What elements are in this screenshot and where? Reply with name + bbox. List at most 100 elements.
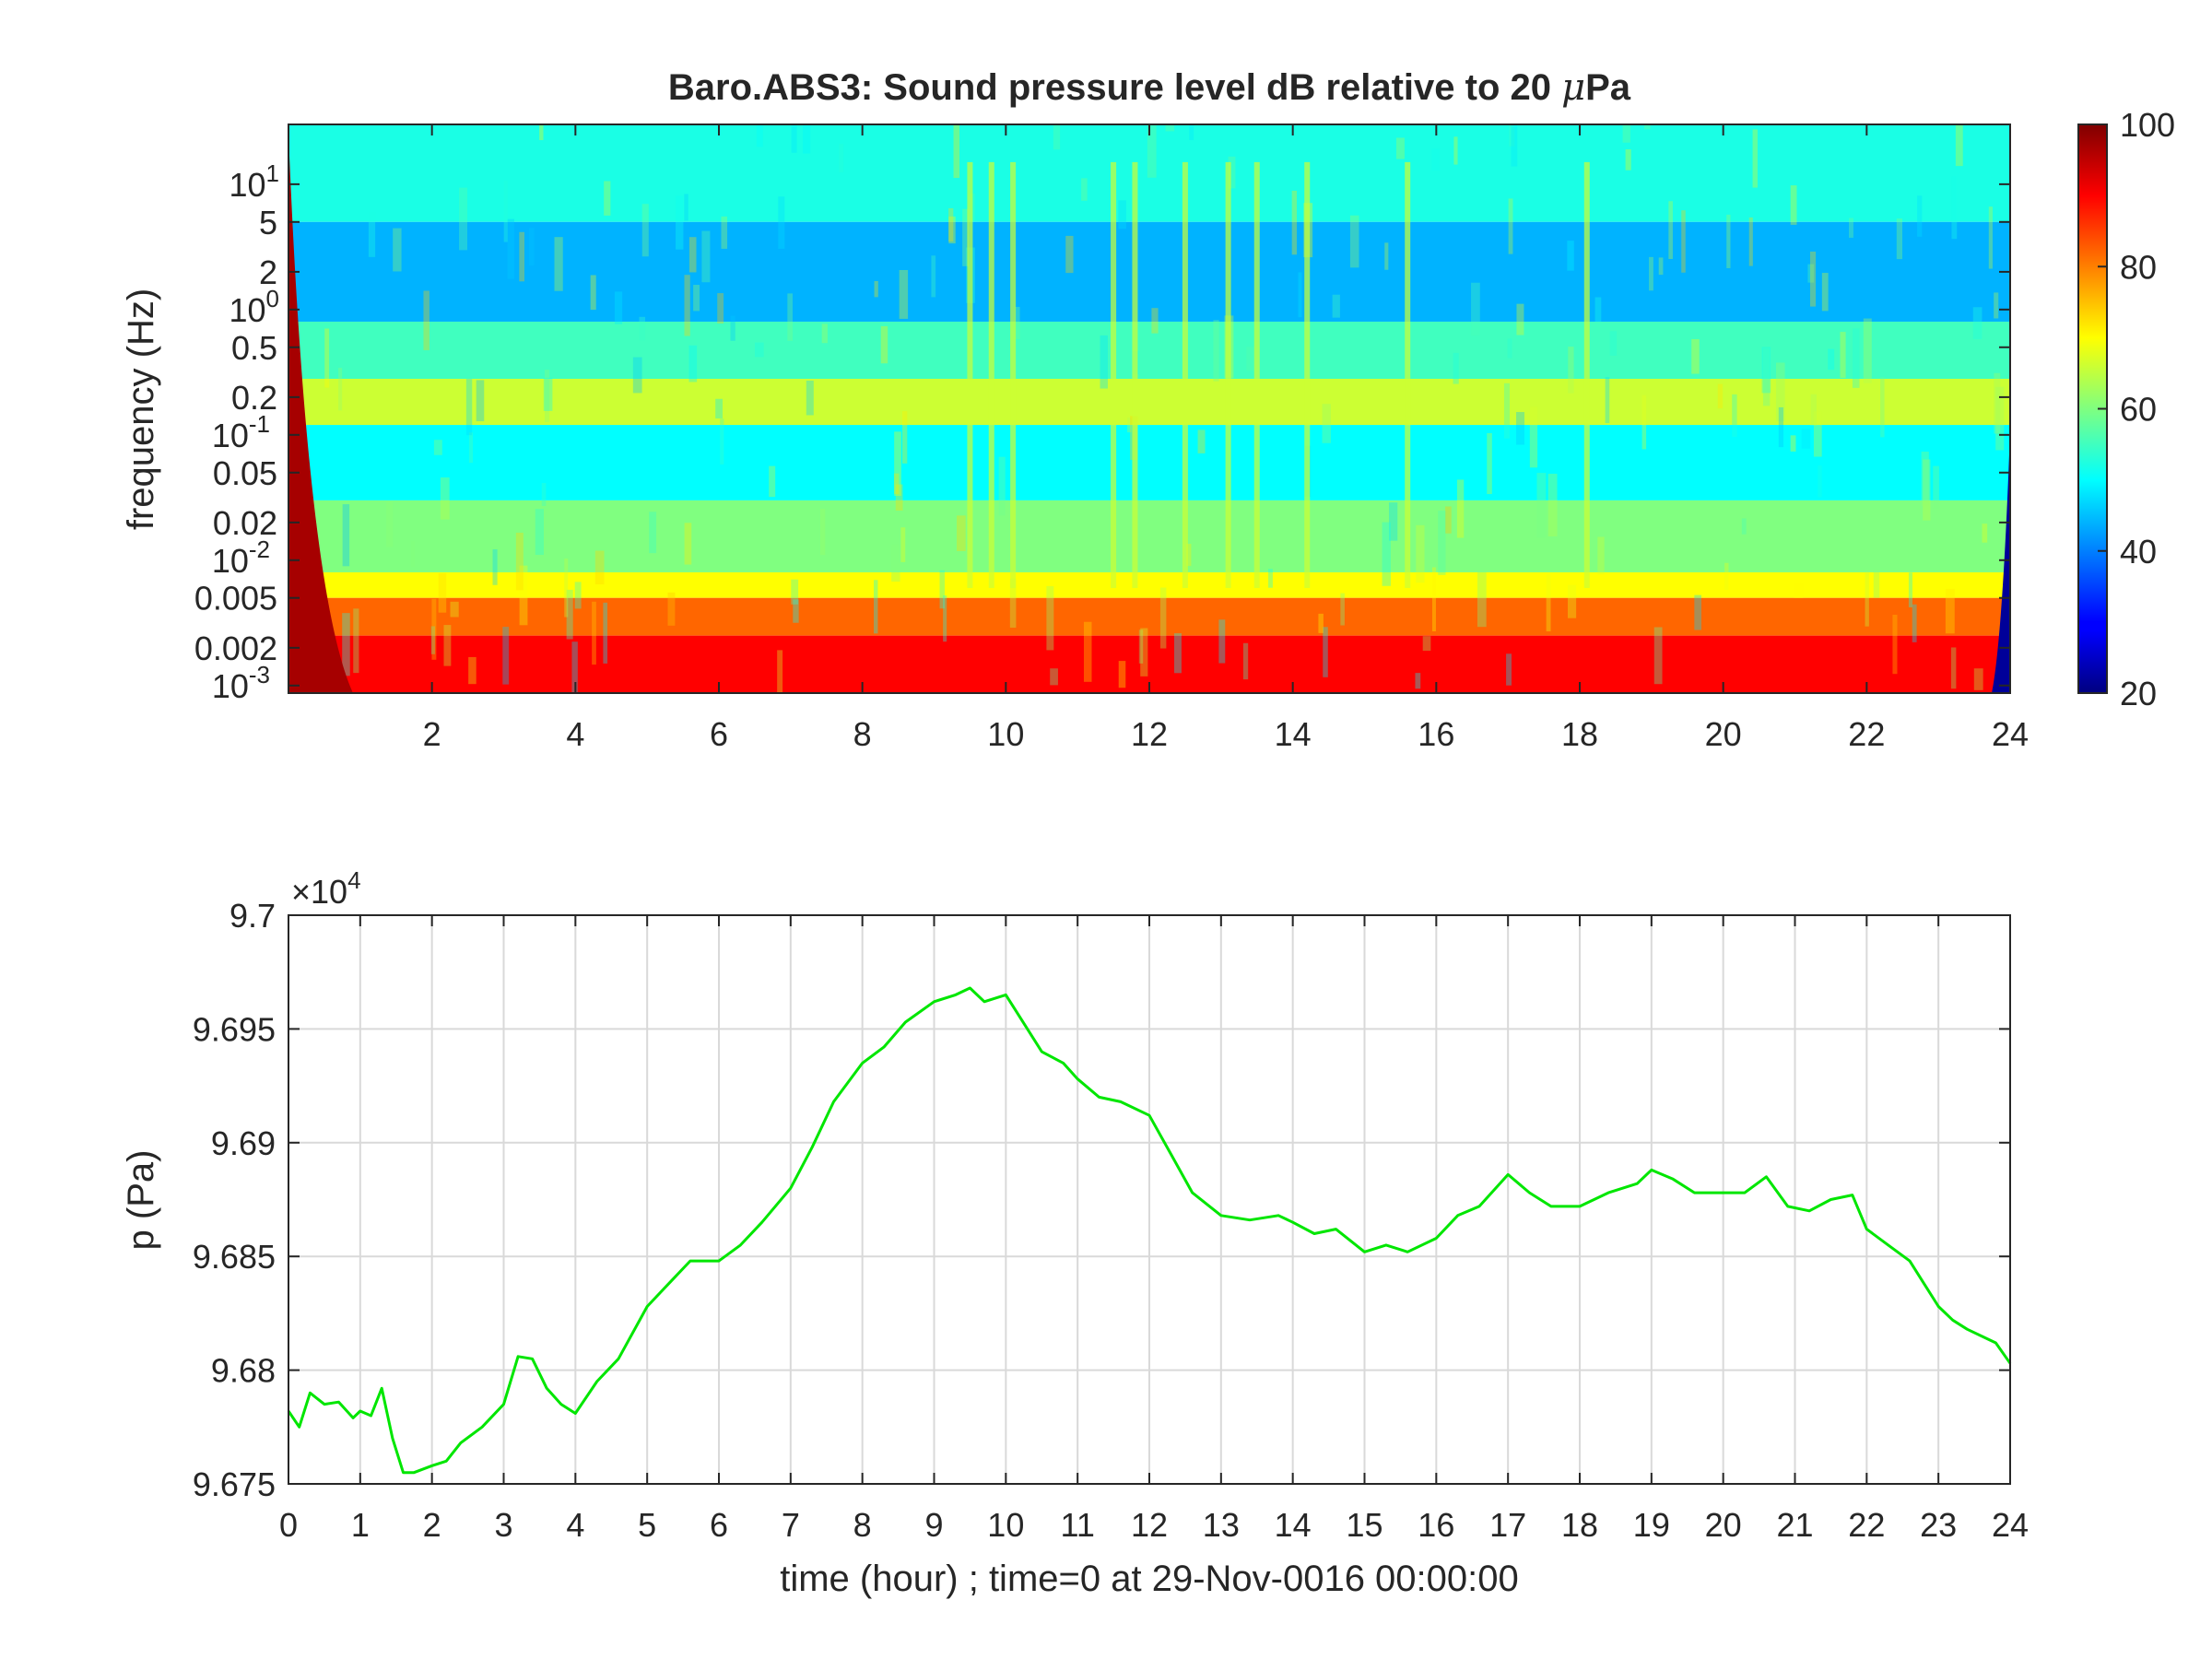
spectrogram-texture bbox=[574, 582, 582, 609]
spectrogram-event-4 bbox=[1132, 161, 1138, 588]
pressure-y-tick-label: 9.69 bbox=[211, 1124, 276, 1162]
tick-exponent: 0 bbox=[266, 285, 279, 312]
spectrogram-texture bbox=[1810, 394, 1817, 426]
spectrogram-texture bbox=[502, 627, 510, 685]
spectrogram-y-tick-label: 0.02 bbox=[213, 504, 277, 542]
spectrogram-texture bbox=[787, 293, 794, 341]
spectrogram-texture bbox=[614, 291, 623, 324]
spectrogram-texture bbox=[962, 208, 969, 266]
tick-base: 10 bbox=[229, 291, 265, 329]
spectrogram-texture bbox=[503, 180, 508, 242]
colorbar-tick-label: 60 bbox=[2120, 391, 2157, 429]
spectrogram-texture bbox=[957, 515, 966, 551]
spectrogram-event-1 bbox=[988, 161, 994, 588]
spectrogram-y-tick-label: 0.005 bbox=[194, 580, 277, 618]
spectrogram-texture bbox=[1741, 518, 1747, 535]
pressure-x-tick-label: 14 bbox=[1275, 1506, 1312, 1544]
spectrogram-plot-area bbox=[288, 124, 2010, 693]
spectrogram-texture bbox=[676, 195, 684, 250]
spectrogram-texture bbox=[1138, 629, 1144, 664]
spectrogram-texture bbox=[754, 342, 764, 358]
pressure-x-tick-label: 1 bbox=[351, 1506, 370, 1544]
spectrogram-texture bbox=[1643, 124, 1651, 130]
pressure-y-multiplier: ×104 bbox=[291, 866, 361, 911]
spectrogram-texture bbox=[1917, 195, 1923, 237]
pressure-x-tick-label: 18 bbox=[1561, 1506, 1598, 1544]
spectrogram-texture bbox=[1503, 382, 1511, 439]
pressure-x-tick-label: 12 bbox=[1131, 1506, 1168, 1544]
spectrogram-texture bbox=[1912, 604, 1917, 642]
colorbar-tick-label: 80 bbox=[2120, 248, 2157, 286]
spectrogram-x-tick-label: 18 bbox=[1561, 715, 1598, 753]
spectrogram-x-tick-label: 2 bbox=[423, 715, 441, 753]
spectrogram-texture bbox=[541, 483, 547, 506]
spectrogram-texture bbox=[791, 579, 799, 605]
pressure-x-tick-label: 13 bbox=[1203, 1506, 1240, 1544]
spectrogram-texture bbox=[1422, 636, 1431, 652]
spectrogram-texture bbox=[1516, 303, 1524, 335]
spectrogram-texture bbox=[1982, 524, 1988, 543]
spectrogram-texture bbox=[1140, 628, 1148, 677]
spectrogram-texture bbox=[1081, 178, 1088, 201]
spectrogram-texture bbox=[1118, 661, 1126, 688]
spectrogram-texture bbox=[603, 602, 608, 664]
spectrogram-texture bbox=[1597, 536, 1605, 575]
spectrogram-event-8 bbox=[1304, 161, 1311, 588]
spectrogram-texture bbox=[1382, 522, 1391, 586]
spectrogram-texture bbox=[1622, 124, 1630, 143]
tick-exponent: 1 bbox=[266, 159, 279, 187]
spectrogram-band-7 bbox=[288, 597, 2010, 636]
pressure-x-tick-label: 7 bbox=[782, 1506, 800, 1544]
spectrogram-texture bbox=[1298, 272, 1302, 318]
spectrogram-texture bbox=[939, 570, 945, 609]
spectrogram-texture bbox=[519, 565, 528, 626]
spectrogram-texture bbox=[571, 641, 578, 693]
spectrogram-texture bbox=[342, 504, 350, 567]
colorbar: 100 80 60 40 20 bbox=[2077, 106, 2175, 712]
spectrogram-y-tick-label: 5 bbox=[259, 204, 277, 241]
spectrogram-texture bbox=[554, 237, 563, 291]
spectrogram-event-10 bbox=[1583, 161, 1590, 588]
spectrogram-texture bbox=[1973, 668, 1983, 690]
spectrogram-texture bbox=[1083, 621, 1092, 682]
spectrogram-texture bbox=[476, 380, 485, 422]
spectrogram-texture bbox=[1395, 137, 1405, 159]
spectrogram-texture bbox=[592, 601, 596, 665]
tick-base: 10 bbox=[212, 542, 249, 580]
spectrogram-texture bbox=[1807, 264, 1815, 283]
spectrogram-texture bbox=[1546, 574, 1551, 632]
spectrogram-texture bbox=[1945, 588, 1955, 634]
spectrogram-texture bbox=[438, 573, 447, 613]
pressure-x-tick-label: 8 bbox=[853, 1506, 872, 1544]
spectrogram-texture bbox=[1506, 653, 1512, 686]
spectrogram-texture bbox=[948, 207, 954, 242]
spectrogram-texture bbox=[769, 465, 776, 498]
spectrogram-texture bbox=[515, 532, 524, 591]
pressure-x-tick-label: 19 bbox=[1633, 1506, 1670, 1544]
spectrogram-event-5 bbox=[1182, 161, 1188, 588]
spectrogram-texture bbox=[1151, 308, 1159, 334]
spectrogram-texture bbox=[1242, 642, 1249, 680]
spectrogram-texture bbox=[1046, 585, 1054, 651]
spectrogram-band-0 bbox=[288, 124, 2010, 222]
spectrogram-texture bbox=[1658, 257, 1664, 276]
spectrogram-texture bbox=[1511, 124, 1518, 167]
spectrogram-texture bbox=[1951, 176, 1958, 240]
spectrogram-texture bbox=[1778, 406, 1783, 448]
tick-base: 10 bbox=[212, 417, 249, 454]
spectrogram-texture bbox=[1100, 335, 1108, 389]
spectrogram-texture bbox=[1950, 647, 1957, 689]
spectrogram-texture bbox=[693, 285, 700, 312]
spectrogram-texture bbox=[943, 595, 947, 642]
spectrogram-texture bbox=[1892, 614, 1898, 675]
spectrogram-texture bbox=[431, 598, 437, 660]
spectrogram-texture bbox=[1165, 124, 1175, 132]
spectrogram-y-tick-label: 10-2 bbox=[212, 535, 270, 580]
spectrogram-texture bbox=[874, 280, 878, 298]
spectrogram-texture bbox=[1762, 347, 1771, 406]
spectrogram-band-1 bbox=[288, 221, 2010, 323]
spectrogram-texture bbox=[1118, 200, 1126, 229]
spectrogram-title: Baro.ABS3: Sound pressure level dB relat… bbox=[668, 66, 1631, 109]
spectrogram-band-2 bbox=[288, 322, 2010, 380]
pressure-x-tick-label: 6 bbox=[710, 1506, 728, 1544]
